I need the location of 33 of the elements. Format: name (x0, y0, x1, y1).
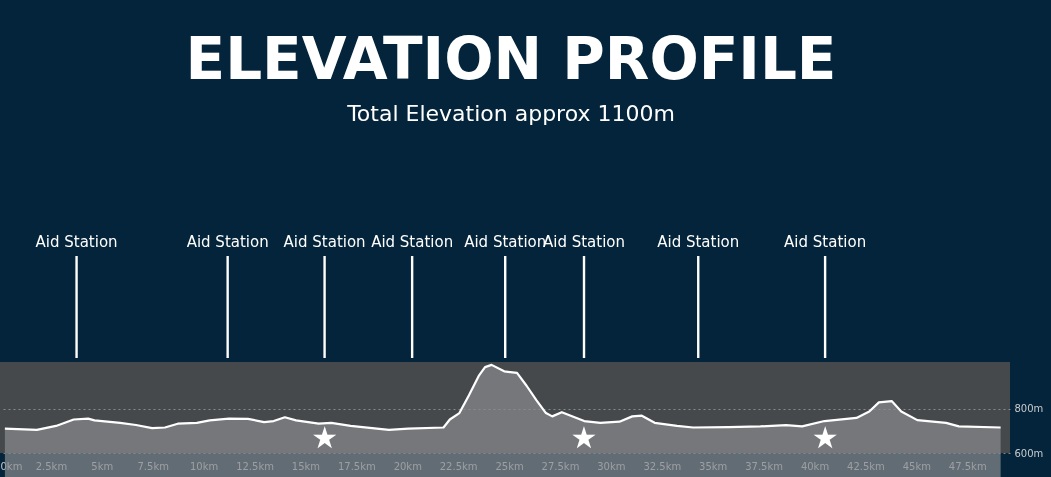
x-tick-label: 22.5km (439, 460, 478, 472)
x-tick-label: 12.5km (236, 460, 274, 472)
x-tick-label: 30km (597, 460, 626, 472)
annotation: ★ (311, 420, 339, 455)
ref-line-label: Aid Station (283, 233, 366, 251)
ref-line-label: Aid Station (371, 233, 454, 251)
x-tick-label: 10km (190, 460, 219, 472)
ref-line-label: Aid Station (784, 233, 867, 251)
chart-title: ELEVATION PROFILE (185, 25, 837, 93)
ref-line-label: Aid Station (542, 233, 626, 251)
x-tick-label: 32.5km (643, 460, 682, 472)
x-tick-label: 15km (291, 460, 321, 472)
x-tick-label: 7.5km (137, 460, 169, 472)
annotation: ★ (811, 420, 839, 455)
y-tick-label: 800m (1014, 403, 1044, 415)
x-tick-label: 25km (495, 460, 524, 472)
x-tick-label: 40km (800, 460, 830, 472)
chart-subtitle: Total Elevation approx 1100m (346, 101, 675, 126)
y-tick-label: 600m (1014, 447, 1044, 459)
x-tick-label: 37.5km (745, 460, 784, 472)
annotation: ★ (570, 420, 598, 455)
ref-line-label: Aid Station (35, 233, 118, 251)
ref-line-label: Aid Station (186, 233, 269, 251)
x-tick-label: 5km (91, 460, 114, 472)
ref-line-label: Aid Station (657, 233, 740, 251)
x-tick-label: 27.5km (541, 460, 580, 472)
x-tick-label: 45km (902, 460, 931, 472)
x-tick-label: 42.5km (847, 460, 885, 472)
x-tick-label: 20km (393, 460, 422, 472)
x-tick-label: 17.5km (337, 460, 376, 472)
x-tick-label: 47.5km (948, 460, 987, 472)
x-tick-label: 35km (699, 460, 728, 472)
x-tick-label: 2.5km (35, 460, 68, 472)
